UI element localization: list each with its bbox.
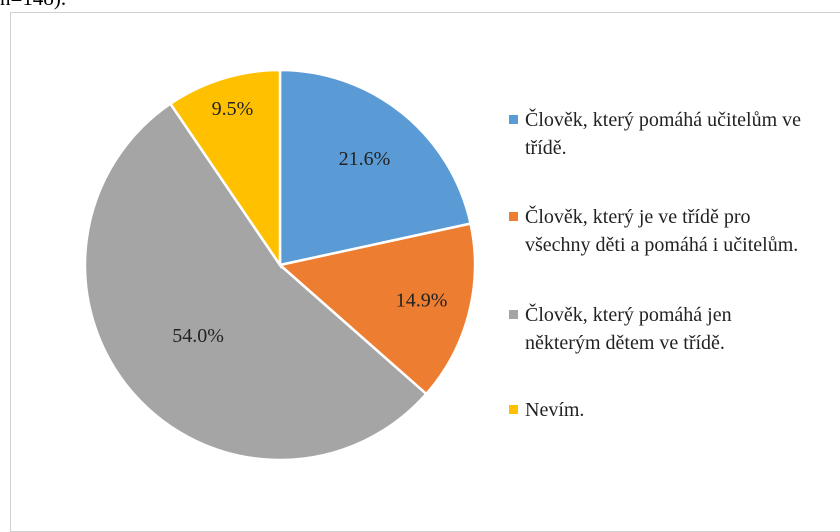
data-label: 9.5% [212,98,254,120]
legend-label: Člověk, který pomáhá učitelům ve třídě. [525,109,802,159]
legend-label: Člověk, který pomáhá jen některým dětem … [525,304,732,354]
pie-slice [168,68,282,270]
pie-slice [83,101,429,462]
data-label: 54.0% [172,325,224,347]
legend-marker [509,310,518,319]
legend-marker [509,115,518,124]
legend-item: Nevím. [509,396,809,424]
legend-marker [509,405,518,414]
legend-item: Člověk, který pomáhá jen některým dětem … [509,301,809,357]
pie-slice [277,222,477,396]
legend-marker [509,212,518,221]
legend-label: Nevím. [525,399,585,421]
legend-item: Člověk, který je ve třídě pro všechny dě… [509,203,809,259]
pie-slice [278,68,473,267]
legend-label: Člověk, který je ve třídě pro všechny dě… [525,206,799,256]
data-label: 14.9% [396,289,448,311]
caption: n=148). [0,0,66,11]
data-label: 21.6% [339,148,391,170]
legend-item: Člověk, který pomáhá učitelům ve třídě. [509,106,809,162]
chart: 21.6% 14.9% 54.0% 9.5% [83,68,477,462]
